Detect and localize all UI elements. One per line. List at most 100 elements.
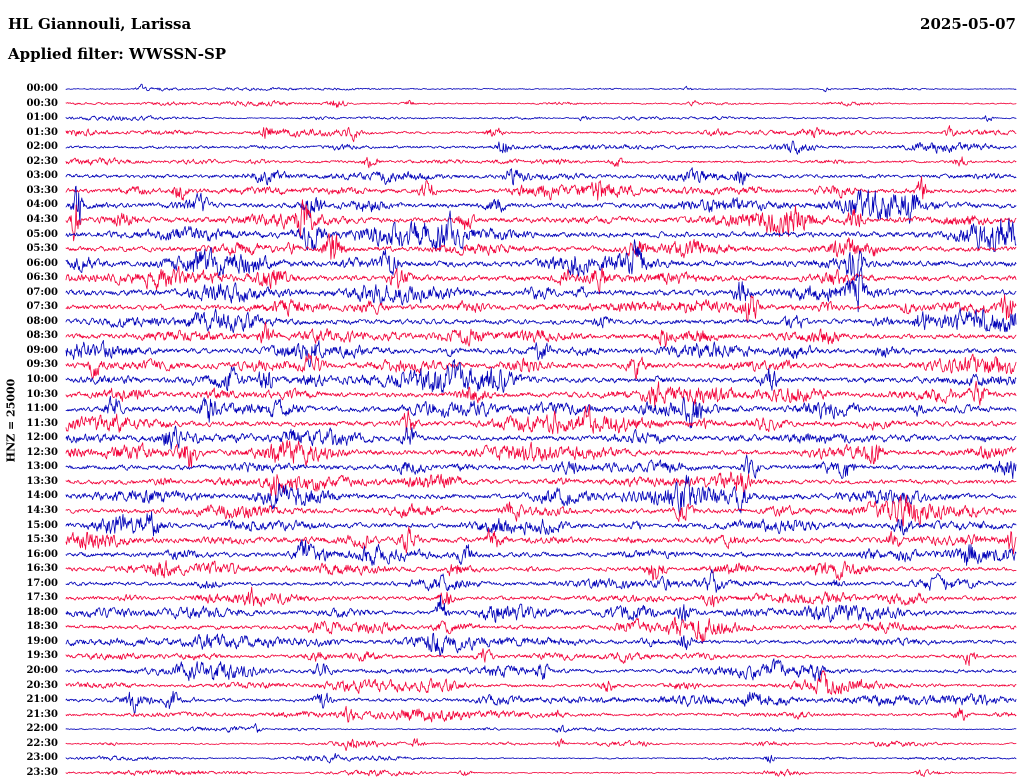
time-label: 02:00 [26, 141, 58, 153]
trace-13:30 [65, 471, 1017, 499]
trace-05:30 [65, 233, 1017, 260]
trace-03:30 [65, 176, 1017, 201]
time-label: 23:00 [26, 752, 58, 764]
time-label: 05:00 [26, 228, 58, 240]
trace-19:00 [65, 632, 1017, 656]
trace-18:30 [65, 616, 1017, 644]
time-label: 09:30 [26, 359, 58, 371]
trace-10:00 [65, 359, 1017, 394]
time-label: 04:30 [26, 213, 58, 225]
trace-20:00 [65, 658, 1017, 682]
trace-17:00 [65, 569, 1017, 593]
time-label: 21:00 [26, 694, 58, 706]
trace-08:00 [65, 307, 1017, 334]
trace-00:00 [65, 83, 1017, 93]
station-title: HL Giannouli, Larissa [8, 15, 192, 33]
trace-03:00 [65, 167, 1017, 186]
time-label: 06:30 [26, 272, 58, 284]
time-label: 00:00 [26, 83, 58, 94]
trace-02:00 [65, 140, 1017, 155]
time-label: 18:00 [26, 606, 58, 618]
time-label: 03:00 [26, 170, 58, 182]
trace-12:30 [65, 439, 1017, 468]
trace-16:30 [65, 560, 1017, 581]
time-label: 12:00 [26, 432, 58, 444]
time-label: 03:30 [26, 184, 58, 196]
time-label: 11:00 [26, 403, 58, 415]
date-label: 2025-05-07 [920, 15, 1016, 33]
trace-20:30 [65, 670, 1017, 695]
trace-00:30 [65, 99, 1017, 108]
time-label: 19:00 [26, 635, 58, 647]
trace-04:30 [65, 199, 1017, 242]
trace-22:00 [65, 723, 1017, 733]
time-label: 20:00 [26, 665, 58, 676]
time-label: 13:00 [26, 461, 58, 473]
time-label: 12:30 [26, 446, 58, 458]
time-label: 15:00 [26, 519, 58, 531]
trace-21:30 [65, 705, 1017, 723]
trace-14:00 [65, 474, 1017, 516]
trace-11:00 [65, 395, 1017, 429]
time-label: 17:30 [26, 592, 58, 604]
trace-02:30 [65, 156, 1017, 169]
trace-13:00 [65, 454, 1017, 480]
time-label: 22:00 [26, 723, 58, 735]
time-label: 01:30 [26, 126, 58, 138]
time-label: 11:30 [26, 417, 58, 429]
trace-23:00 [65, 753, 1017, 764]
time-label: 07:30 [26, 301, 58, 313]
trace-14:30 [65, 494, 1017, 527]
trace-11:30 [65, 404, 1017, 435]
time-label: 06:00 [26, 257, 58, 269]
time-label: 19:30 [26, 650, 58, 662]
trace-08:30 [65, 321, 1017, 348]
trace-19:30 [65, 648, 1017, 666]
trace-07:00 [65, 266, 1017, 313]
time-label: 08:00 [26, 315, 58, 327]
time-label: 15:30 [26, 534, 58, 546]
trace-21:00 [65, 690, 1017, 715]
trace-16:00 [65, 539, 1017, 566]
time-label: 07:00 [26, 286, 58, 298]
trace-09:30 [65, 353, 1017, 380]
time-label: 18:30 [26, 621, 58, 633]
time-label: 14:30 [26, 504, 58, 516]
time-label: 16:30 [26, 563, 58, 575]
time-label: 16:00 [26, 548, 58, 560]
trace-17:30 [65, 586, 1017, 608]
trace-01:00 [65, 115, 1017, 122]
time-label: 13:30 [26, 475, 58, 487]
time-label: 00:30 [26, 97, 58, 109]
trace-23:30 [65, 768, 1017, 777]
trace-18:00 [65, 594, 1017, 624]
time-label: 23:30 [26, 766, 58, 778]
time-label: 20:30 [26, 679, 58, 691]
time-label: 21:30 [26, 708, 58, 720]
time-label: 14:00 [26, 490, 58, 502]
filter-label: Applied filter: WWSSN-SP [8, 45, 227, 63]
time-label: 01:00 [26, 112, 58, 124]
trace-01:30 [65, 125, 1017, 143]
time-label: 17:00 [26, 577, 58, 589]
trace-06:30 [65, 265, 1017, 295]
trace-12:00 [65, 425, 1017, 450]
trace-07:30 [65, 294, 1017, 323]
time-label: 10:00 [26, 374, 58, 385]
time-label: 10:30 [26, 388, 58, 400]
time-label: 09:00 [26, 344, 58, 356]
time-label: 02:30 [26, 155, 58, 167]
time-label: 04:00 [26, 199, 58, 211]
trace-04:00 [65, 185, 1017, 226]
trace-09:00 [65, 339, 1017, 368]
trace-22:30 [65, 738, 1017, 751]
trace-15:00 [65, 511, 1017, 537]
trace-05:00 [65, 210, 1017, 253]
time-label: 05:30 [26, 243, 58, 255]
trace-15:30 [65, 526, 1017, 555]
time-label: 08:30 [26, 330, 58, 342]
trace-10:30 [65, 380, 1017, 408]
time-label: 22:30 [26, 737, 58, 749]
